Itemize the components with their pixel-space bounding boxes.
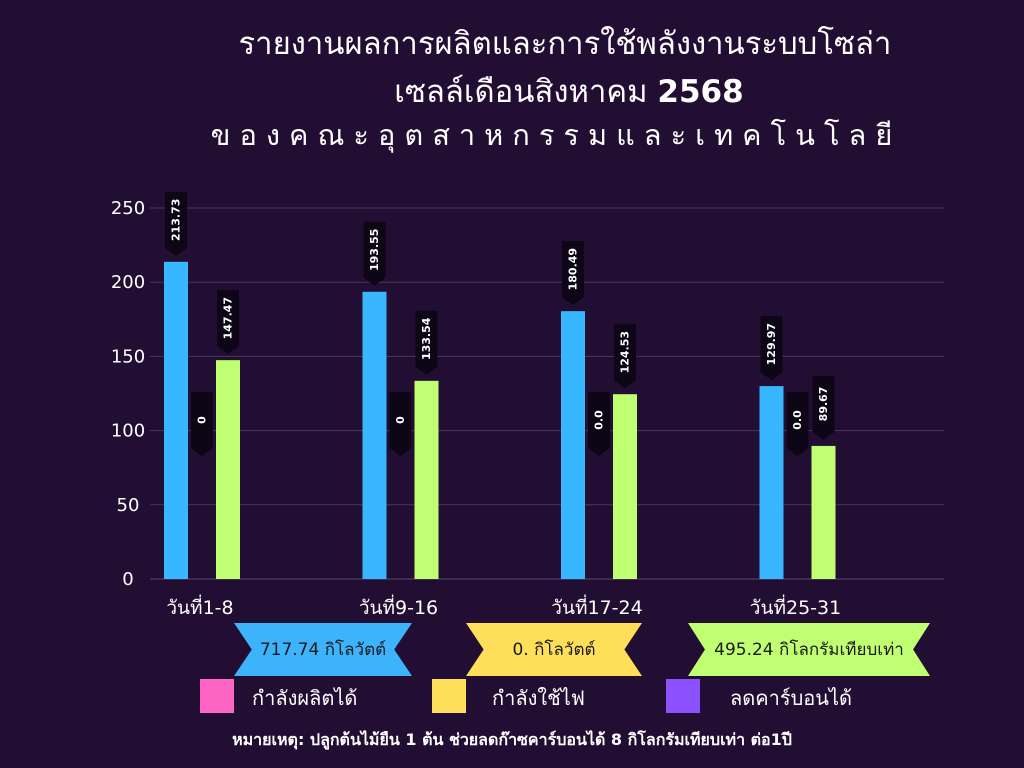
x-tick-label: วันที่25-31: [750, 594, 841, 619]
data-label: 89.67: [817, 387, 830, 422]
data-label: 180.49: [567, 248, 580, 290]
data-label-tag: [191, 392, 213, 456]
data-label: 0: [394, 416, 407, 424]
chart-subtitle: ของคณะอุตสาหกรรมและเทคโนโลยี: [210, 118, 902, 152]
x-tick-label: วันที่1-8: [166, 594, 233, 619]
y-tick-label: 50: [117, 495, 140, 516]
data-label: 133.54: [420, 317, 433, 360]
footnote: หมายเหตุ: ปลูกต้นไม้ยืน 1 ต้น ช่วยลดก๊าซ…: [232, 730, 792, 749]
y-tick-label: 200: [111, 272, 145, 293]
legend-swatch-production: [200, 679, 234, 713]
legend-swatch-carbon: [666, 679, 700, 713]
y-tick-label: 0: [122, 569, 133, 590]
data-label: 0: [196, 416, 209, 424]
legend-label-carbon: ลดคาร์บอนได้: [730, 686, 853, 710]
bar: [561, 311, 585, 579]
bar-chart: 0 50 100 150 200 250 213.73 0 147.47 วันที่1-8 193…: [111, 191, 944, 619]
banner-carbon-total: 495.24 กิโลกรัมเทียบเท่า: [688, 623, 930, 676]
legend-swatch-usage: [432, 679, 466, 713]
bar: [414, 380, 439, 579]
banner-usage-text: 0. กิโลวัตต์: [512, 640, 596, 660]
bar: [216, 360, 240, 579]
banner-production-text: 717.74 กิโลวัตต์: [259, 640, 387, 660]
data-label-tag: [363, 221, 386, 286]
bar: [362, 291, 387, 579]
data-label-tag: [562, 241, 584, 306]
chart-title-line2: เซลล์เดือนสิงหาคม 2568: [57, 66, 1024, 116]
title-year: 2568: [657, 74, 744, 110]
title-month: เซลล์เดือนสิงหาคม: [394, 74, 648, 110]
data-label-tag: [415, 310, 438, 375]
bar: [811, 445, 836, 579]
data-label-tag: [217, 290, 239, 355]
legend-label-production: กำลังผลิตได้: [252, 686, 358, 710]
data-label: 129.97: [765, 323, 778, 365]
data-label: 147.47: [222, 297, 235, 339]
data-label: 193.55: [368, 229, 381, 271]
data-label-tag: [812, 375, 835, 440]
bar: [759, 386, 784, 579]
bar: [613, 394, 637, 579]
data-label: 0.0: [593, 410, 606, 430]
chart-title: รายงานผลการผลิตและการใช้พลังงานระบบโซล่า: [238, 26, 892, 62]
x-tick-label: วันที่9-16: [359, 594, 438, 619]
y-tick-label: 150: [111, 346, 145, 367]
banner-carbon-text: 495.24 กิโลกรัมเทียบเท่า: [714, 640, 904, 660]
data-label-tag: [786, 392, 809, 456]
y-tick-label: 100: [111, 421, 145, 442]
data-label-tag: [165, 191, 187, 256]
banner-usage-total: 0. กิโลวัตต์: [466, 623, 642, 676]
data-label-tag: [389, 392, 412, 456]
y-tick-label: 250: [111, 198, 145, 219]
data-label-tag: [588, 392, 610, 456]
x-tick-label: วันที่17-24: [551, 594, 642, 619]
data-label: 0.0: [791, 410, 804, 430]
data-label: 124.53: [619, 331, 632, 373]
legend-label-usage: กำลังใช้ไฟ: [492, 686, 585, 710]
data-label-tag: [760, 316, 783, 381]
data-label-tag: [614, 324, 636, 389]
data-label: 213.73: [170, 199, 183, 241]
banner-production-total: 717.74 กิโลวัตต์: [234, 623, 412, 676]
bar: [164, 261, 188, 579]
